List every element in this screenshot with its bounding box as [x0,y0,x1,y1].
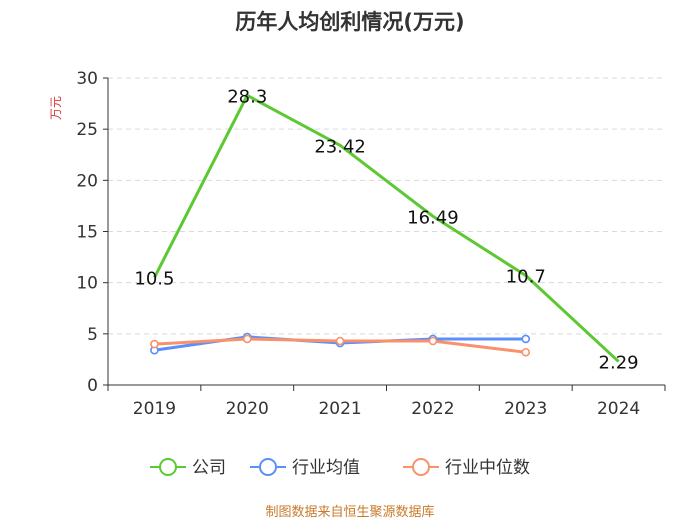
y-tick-label: 15 [76,223,98,243]
legend-marker-2 [412,458,430,476]
legend-marker-1 [259,458,277,476]
legend: 公司 行业均值 行业中位数 [150,458,530,478]
series-point-2 [428,336,438,346]
y-axis-label: 万元 [49,96,63,120]
axes: 0 5 10 15 20 25 30 2019 2020 2021 2022 2023 2024 [76,69,666,419]
grid-lines [108,77,665,335]
legend-label-1: 行业均值 [292,458,360,478]
data-label: 23.42 [314,136,366,157]
legend-label-2: 行业中位数 [445,458,530,478]
series-point-2 [242,334,252,344]
x-tick-label: 2020 [226,399,269,419]
y-tick-label: 20 [76,171,98,191]
source-note: 制图数据来自恒生聚源数据库 [265,504,434,520]
series-line-0 [153,93,620,363]
series-point-2 [521,347,531,357]
data-label: 2.29 [599,353,639,374]
y-tick-label: 30 [76,69,98,89]
x-tick-label: 2021 [318,399,361,419]
x-tick-label: 2024 [597,399,640,419]
legend-marker-0 [159,458,177,476]
data-label: 10.7 [506,267,546,288]
x-tick-label: 2022 [411,399,454,419]
data-label: 16.49 [407,207,459,228]
series-point-1 [521,334,531,344]
data-label: 10.5 [134,269,174,290]
y-tick-label: 5 [87,325,98,345]
legend-label-0: 公司 [192,458,226,478]
y-tick-label: 10 [76,274,98,294]
series-point-2 [150,339,159,349]
chart-title: 历年人均创利情况(万元) [235,10,464,34]
series-layer [150,93,620,363]
y-tick-label: 0 [87,376,98,396]
data-labels: 10.5 28.3 23.42 16.49 10.7 2.29 [134,86,638,373]
x-tick-label: 2023 [504,399,547,419]
y-tick-label: 25 [76,120,98,140]
x-tick-label: 2019 [133,399,176,419]
data-label: 28.3 [227,86,267,107]
series-point-2 [335,336,345,346]
